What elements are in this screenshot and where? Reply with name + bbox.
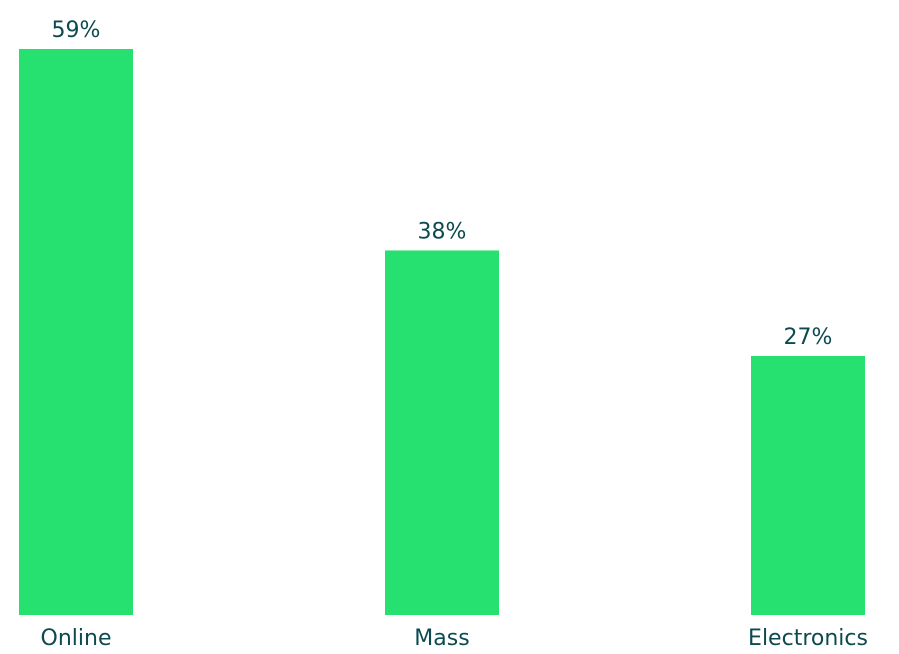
value-label-mass: 38%	[418, 219, 467, 244]
value-label-electronics: 27%	[784, 325, 833, 350]
bar-online	[19, 49, 133, 615]
bar-mass	[385, 250, 499, 615]
bar-electronics	[751, 355, 865, 615]
value-label-online: 59%	[52, 18, 101, 43]
category-label-electronics: Electronics	[748, 626, 868, 651]
value-labels-group: 59% 38% 27%	[52, 18, 833, 350]
bars-group	[19, 49, 865, 615]
category-label-online: Online	[41, 626, 112, 651]
category-label-mass: Mass	[414, 626, 469, 651]
category-labels-group: Online Mass Electronics	[41, 626, 868, 651]
